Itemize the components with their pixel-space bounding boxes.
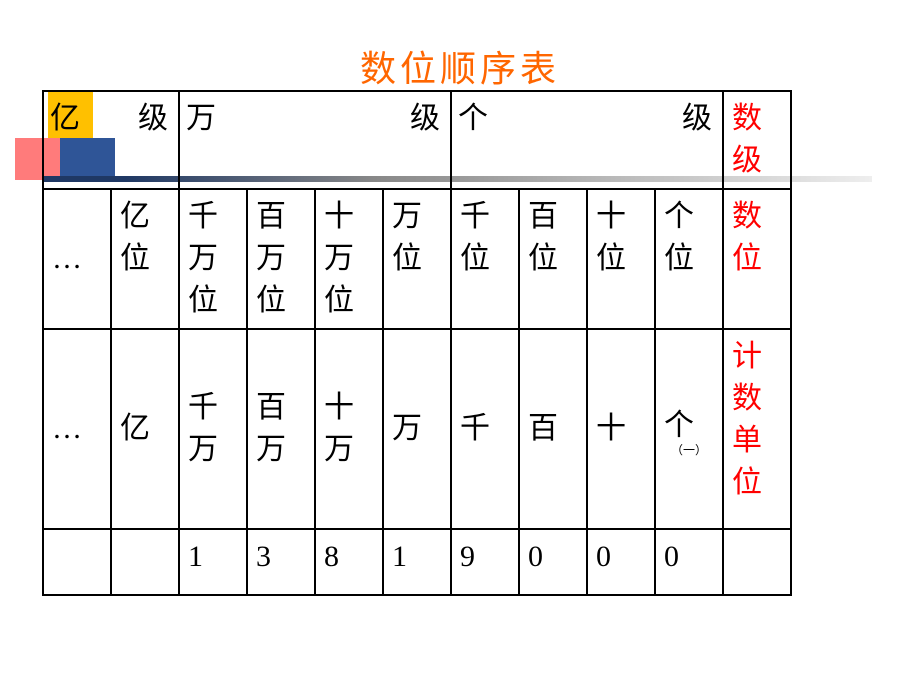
- value-cell: 1: [383, 529, 451, 595]
- value-cell: 0: [519, 529, 587, 595]
- level-last: 级: [410, 98, 440, 140]
- place-cell: 万位: [383, 189, 451, 329]
- row-label-unit: 计数单位: [723, 329, 791, 529]
- level-first: 亿: [50, 98, 80, 140]
- value-cell: [111, 529, 179, 595]
- row-label-place: 数位: [723, 189, 791, 329]
- unit-cell: 万: [383, 329, 451, 529]
- level-cell-ge: 个 级: [451, 91, 723, 189]
- level-last: 级: [138, 98, 168, 140]
- level-first: 万: [186, 98, 216, 140]
- unit-cell: 百万: [247, 329, 315, 529]
- level-first: 个: [458, 98, 488, 140]
- place-cell: 十万位: [315, 189, 383, 329]
- table-row: 1 3 8 1 9 0 0 0: [43, 529, 791, 595]
- unit-cell: 百: [519, 329, 587, 529]
- value-cell: 9: [451, 529, 519, 595]
- unit-cell: 亿: [111, 329, 179, 529]
- place-cell: …: [43, 189, 111, 329]
- value-cell: 0: [587, 529, 655, 595]
- value-cell: 0: [655, 529, 723, 595]
- unit-cell: 十: [587, 329, 655, 529]
- value-cell: 1: [179, 529, 247, 595]
- value-cell: 3: [247, 529, 315, 595]
- table-row: … 亿位 千万位 百万位 十万位 万位 千位 百位 十位 个位 数位: [43, 189, 791, 329]
- unit-cell: 个 （一）: [655, 329, 723, 529]
- place-cell: 千位: [451, 189, 519, 329]
- value-cell: [43, 529, 111, 595]
- row-label-level: 数级: [723, 91, 791, 189]
- place-cell: 亿位: [111, 189, 179, 329]
- place-cell: 十位: [587, 189, 655, 329]
- table-row: 亿 级 万 级 个 级 数级: [43, 91, 791, 189]
- level-cell-wan: 万 级: [179, 91, 451, 189]
- page-title: 数位顺序表: [0, 40, 920, 92]
- place-cell: 百位: [519, 189, 587, 329]
- place-cell: 个位: [655, 189, 723, 329]
- place-value-table: 亿 级 万 级 个 级 数级 … 亿位 千万位 百万位 十万位 万位 千位 百位…: [42, 90, 792, 596]
- value-cell: 8: [315, 529, 383, 595]
- row-label-value: [723, 529, 791, 595]
- unit-cell: 千: [451, 329, 519, 529]
- unit-cell: …: [43, 329, 111, 529]
- level-last: 级: [682, 98, 712, 140]
- unit-cell: 十万: [315, 329, 383, 529]
- unit-cell: 千万: [179, 329, 247, 529]
- place-cell: 百万位: [247, 189, 315, 329]
- table-row: … 亿 千万 百万 十万 万 千 百 十 个 （一） 计数单位: [43, 329, 791, 529]
- level-cell-yi: 亿 级: [43, 91, 179, 189]
- place-cell: 千万位: [179, 189, 247, 329]
- unit-sub-one: （一）: [664, 447, 714, 453]
